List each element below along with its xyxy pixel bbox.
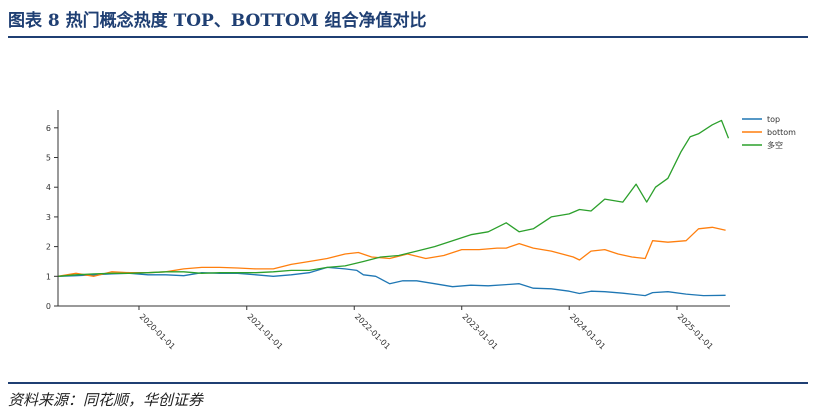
x-tick-label: 2024-01-01 <box>568 312 607 351</box>
x-tick-label: 2023-01-01 <box>460 312 499 351</box>
legend: top bottom 多空 <box>742 115 796 150</box>
y-tick-label: 5 <box>46 154 51 163</box>
x-tick-label: 2022-01-01 <box>353 312 392 351</box>
series-line-多空 <box>57 119 730 277</box>
series-line-bottom <box>57 226 726 277</box>
series-line-top <box>57 266 726 297</box>
x-axis: 2020-01-01 2021-01-01 2022-01-01 2023-01-01… <box>58 305 730 351</box>
y-tick-label: 0 <box>46 302 51 311</box>
x-tick-label: 2021-01-01 <box>245 312 284 351</box>
legend-label: top <box>767 115 780 124</box>
figure-title: 图表 8 热门概念热度 TOP、BOTTOM 组合净值对比 <box>8 11 427 31</box>
y-axis: 0 1 2 3 4 5 6 <box>46 110 59 311</box>
plot-area <box>57 119 730 297</box>
title-rule <box>8 36 808 38</box>
y-tick-label: 4 <box>46 183 51 192</box>
x-tick-label: 2020-01-01 <box>138 312 177 351</box>
legend-label: 多空 <box>767 140 783 150</box>
y-tick-label: 3 <box>46 213 51 222</box>
y-tick-label: 2 <box>46 243 51 252</box>
y-tick-label: 6 <box>46 124 51 133</box>
y-tick-label: 1 <box>46 272 51 281</box>
legend-label: bottom <box>767 128 796 137</box>
x-tick-label: 2025-01-01 <box>676 312 715 351</box>
bottom-rule <box>8 382 808 384</box>
source-note: 资料来源：同花顺，华创证券 <box>8 391 204 409</box>
